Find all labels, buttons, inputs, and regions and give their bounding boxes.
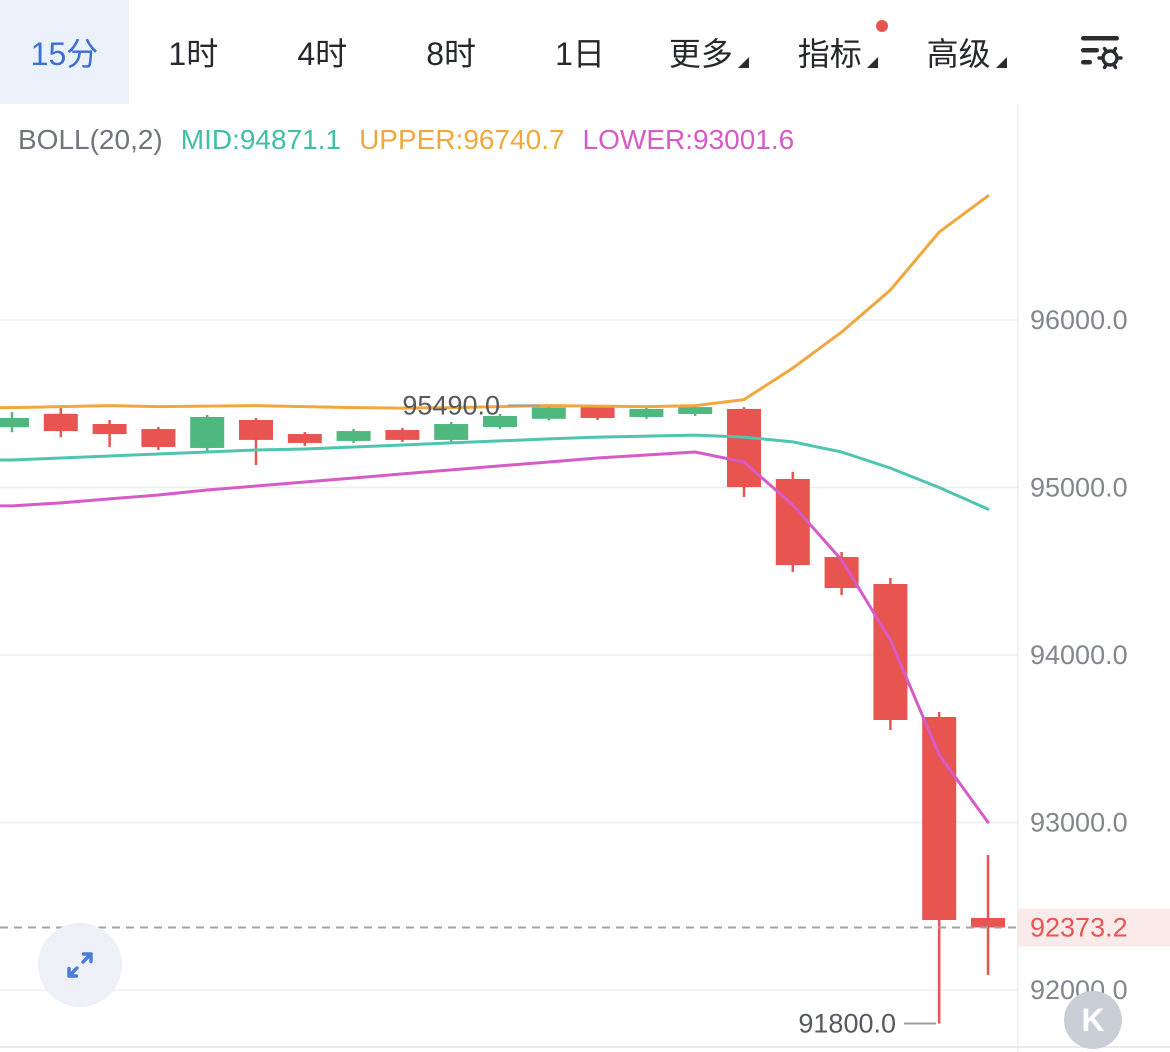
candle-body (287, 434, 322, 443)
chart-area: 96000.0 95000.0 94000.0 93000.0 92000.0 95490… (0, 104, 1170, 1052)
candle-body (385, 430, 420, 440)
candle-body (190, 416, 225, 448)
tab-1day[interactable]: 1日 (516, 0, 645, 104)
last-price-tag-bg (1018, 908, 1170, 947)
tab-1hour-label: 1时 (168, 36, 219, 72)
candle-body (727, 408, 761, 487)
boll-mid-value: MID:94871.1 (180, 124, 342, 155)
boll-label: BOLL(20,2) (18, 124, 163, 155)
tab-8hour[interactable]: 8时 (387, 0, 516, 104)
candle-body (775, 478, 810, 566)
boll-indicator-row[interactable]: BOLL(20,2) MID:94871.1 UPPER:96740.7 LOW… (18, 124, 794, 156)
bottom-divider (0, 1046, 1170, 1048)
boll-upper-value: UPPER:96740.7 (359, 124, 565, 155)
last-price-tag: 92373.2 (1030, 912, 1128, 942)
candle-body (873, 583, 908, 720)
y-axis-label: 96000.0 (1030, 305, 1128, 335)
high-price-label: 95490.0 (402, 390, 500, 420)
candle-body (678, 407, 713, 414)
boll-band-mid (0, 433, 990, 511)
candle-body (971, 917, 1005, 928)
candle-body (336, 431, 371, 441)
candle-body (629, 408, 664, 417)
dropdown-caret-icon (995, 56, 1007, 68)
tab-advanced[interactable]: 高级 (902, 0, 1031, 104)
candle-body (434, 424, 469, 440)
watermark-logo: K (1064, 991, 1122, 1049)
candle-body (580, 407, 615, 418)
tab-advanced-label: 高级 (926, 36, 991, 72)
tab-more[interactable]: 更多 (644, 0, 773, 104)
y-axis-label: 93000.0 (1030, 808, 1128, 838)
candle-body (922, 716, 957, 920)
candlestick-chart[interactable]: 96000.095000.094000.093000.092000.095490… (0, 104, 1170, 1052)
candle-body (483, 415, 517, 428)
y-axis-label: 94000.0 (1030, 640, 1128, 670)
tab-indicators-label: 指标 (797, 36, 862, 72)
tab-4hour[interactable]: 4时 (258, 0, 387, 104)
tab-1day-label: 1日 (555, 36, 605, 72)
candle-body (531, 407, 566, 419)
tab-15min-label: 15分 (30, 36, 99, 72)
timeframe-toolbar: 15分 1时 4时 8时 1日 更多 指标 高级 (0, 0, 1170, 104)
watermark-letter: K (1081, 1001, 1105, 1038)
candle-body (141, 429, 176, 447)
fullscreen-button[interactable] (38, 923, 122, 1007)
candle-body (0, 417, 29, 428)
candle-body (239, 419, 273, 440)
notification-dot (876, 20, 889, 32)
candle-body (92, 424, 127, 435)
tab-15min[interactable]: 15分 (0, 0, 129, 104)
boll-band-lower (0, 450, 990, 824)
tab-more-label: 更多 (668, 36, 733, 72)
low-price-label: 91800.0 (798, 1009, 896, 1039)
dropdown-caret-icon (866, 56, 878, 68)
chart-settings-button[interactable] (1031, 0, 1170, 104)
tab-indicators[interactable]: 指标 (773, 0, 902, 104)
tab-1hour[interactable]: 1时 (129, 0, 258, 104)
boll-band-upper (0, 194, 990, 410)
chart-settings-icon (1080, 36, 1123, 70)
tab-8hour-label: 8时 (426, 36, 477, 72)
boll-lower-value: LOWER:93001.6 (582, 124, 795, 155)
tab-4hour-label: 4时 (297, 36, 348, 72)
expand-icon (67, 952, 93, 978)
y-axis-label: 95000.0 (1030, 473, 1128, 503)
dropdown-caret-icon (737, 56, 749, 68)
candle-body (43, 413, 78, 432)
